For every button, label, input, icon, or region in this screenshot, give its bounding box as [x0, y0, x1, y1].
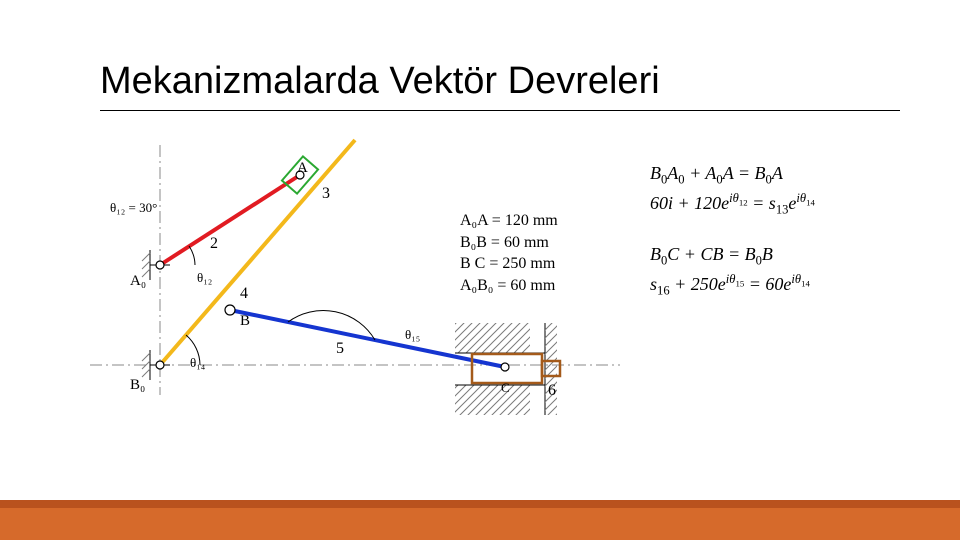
joint-b0: [156, 361, 164, 369]
ground-block-top: [455, 323, 530, 353]
diagram-label: 6: [548, 382, 556, 400]
page-title: Mekanizmalarda Vektör Devreleri: [100, 60, 660, 103]
footer-bar: [0, 500, 960, 540]
eq-2b: s16 + 250eiθ15 = 60eiθ14: [650, 270, 815, 300]
joint-a0: [156, 261, 164, 269]
eq-2a: B0C + CB = B0B: [650, 241, 815, 270]
diagram-label: θ₁₂ = 30°: [110, 200, 157, 216]
link-2: [160, 175, 300, 265]
diagram-label: B: [240, 313, 250, 330]
diagram-label: 3: [322, 185, 330, 203]
diagram-label: 2: [210, 235, 218, 253]
dim-line: B C = 250 mm: [460, 253, 558, 275]
joint-b: [225, 305, 235, 315]
eq-1a: B0A0 + A0A = B0A: [650, 160, 815, 189]
dim-line: A₀A = 120 mm: [460, 210, 558, 232]
footer-accent: [0, 500, 960, 508]
equations-block: B0A0 + A0A = B0A 60i + 120eiθ12 = s13eiθ…: [650, 160, 815, 299]
diagram-label: A₀: [130, 273, 146, 290]
dim-line: B₀B = 60 mm: [460, 232, 558, 254]
ground-block-bottom: [455, 385, 530, 415]
diagram-label: 4: [240, 285, 248, 303]
mechanism-diagram: θ₁₂ = 30° A3 2 θ₁₂ A₀ 4 Bθ₁₄ B₀ 5 θ₁₅ C 6: [100, 135, 660, 435]
dimension-list: A₀A = 120 mm B₀B = 60 mm B C = 250 mm A₀…: [460, 210, 558, 296]
diagram-svg: [100, 135, 660, 435]
slide-page: Mekanizmalarda Vektör Devreleri: [0, 0, 960, 540]
diagram-label: A: [297, 160, 308, 177]
diagram-label: B₀: [130, 377, 145, 394]
diagram-label: θ₁₅: [405, 327, 420, 343]
diagram-label: θ₁₄: [190, 355, 205, 371]
eq-1b: 60i + 120eiθ12 = s13eiθ14: [650, 189, 815, 219]
footer-body: [0, 508, 960, 540]
diagram-label: θ₁₂: [197, 270, 212, 286]
title-underline: [100, 110, 900, 111]
dim-line: A₀B₀ = 60 mm: [460, 275, 558, 297]
diagram-label: 5: [336, 340, 344, 358]
diagram-label: C: [501, 380, 510, 396]
joint-c: [501, 363, 509, 371]
theta12-arc: [189, 246, 195, 265]
